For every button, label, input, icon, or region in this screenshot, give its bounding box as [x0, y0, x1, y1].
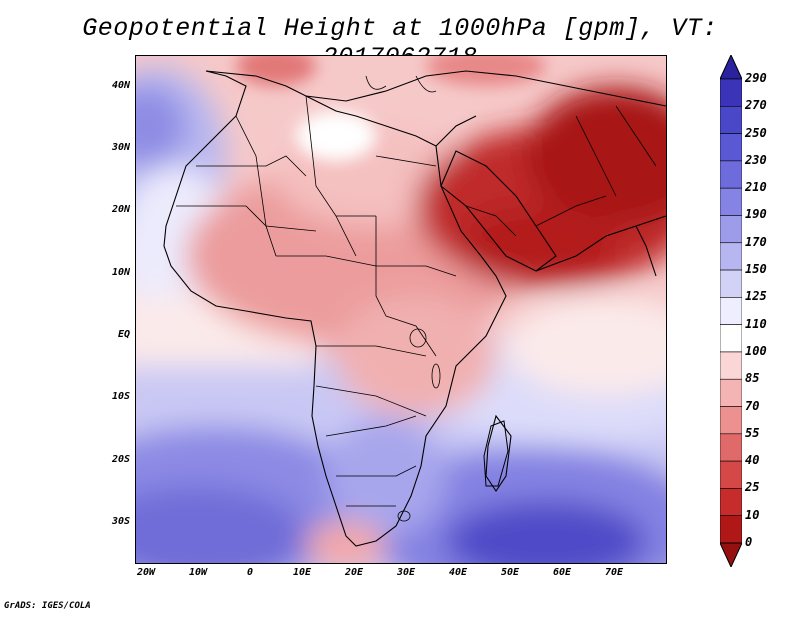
madagascar: [483, 420, 509, 487]
colorbar-swatch: [720, 269, 742, 298]
lon-label: 20E: [344, 567, 364, 578]
lat-label: 10N: [111, 267, 130, 278]
colorbar-label: 70: [745, 398, 760, 413]
lat-label: 10S: [111, 391, 130, 402]
height-field: [136, 66, 666, 563]
colorbar-label: 270: [745, 98, 767, 113]
lon-label: 30E: [396, 567, 416, 578]
lon-label: 70E: [604, 567, 624, 578]
colorbar-min-arrow: [720, 542, 742, 567]
colorbar-swatch: [720, 351, 742, 380]
lat-label: 30N: [111, 142, 130, 153]
colorbar-swatch: [720, 378, 742, 407]
colorbar-label: 210: [745, 180, 767, 195]
colorbar-swatch: [720, 187, 742, 216]
lon-label: 20W: [136, 567, 156, 578]
colorbar-label: 250: [745, 125, 767, 140]
country-borders: [176, 95, 657, 507]
colorbar-label: 290: [745, 71, 767, 85]
lat-label: 20N: [111, 204, 130, 215]
colorbar-swatch: [720, 515, 742, 544]
lat-label: EQ: [117, 329, 130, 340]
lon-label: 50E: [500, 567, 520, 578]
colorbar-max-arrow: [720, 55, 742, 80]
lon-label: 60E: [552, 567, 572, 578]
colorbar-swatch: [720, 324, 742, 353]
colorbar-label: 25: [745, 480, 760, 495]
credit-text: GrADS: IGES/COLA: [4, 601, 91, 611]
colorbar-swatch: [720, 460, 742, 489]
colorbar-label: 0: [745, 535, 753, 549]
colorbar-label: 55: [745, 425, 760, 440]
colorbar-label: 110: [745, 316, 767, 331]
colorbar-swatch: [720, 215, 742, 244]
colorbar-label: 100: [745, 343, 767, 358]
colorbar-swatch: [720, 133, 742, 162]
colorbar-label: 85: [745, 371, 760, 386]
colorbar-label: 230: [745, 152, 767, 167]
map-svg: [136, 56, 666, 563]
colorbar-swatch: [720, 242, 742, 271]
colorbar-label: 170: [745, 234, 767, 249]
colorbar-swatch: [720, 160, 742, 189]
colorbar-swatch: [720, 105, 742, 134]
colorbar-label: 190: [745, 207, 767, 222]
colorbar-swatch: [720, 78, 742, 107]
map-panel[interactable]: [135, 55, 667, 564]
lon-label: 10E: [292, 567, 312, 578]
lon-label: 40E: [448, 567, 468, 578]
lat-label: 30S: [111, 516, 130, 527]
colorbar-swatch: [720, 433, 742, 462]
lat-label: 20S: [111, 454, 130, 465]
colorbar-swatch: [720, 406, 742, 435]
colorbar-swatch: [720, 297, 742, 325]
lon-label: 10W: [188, 567, 208, 578]
lat-label: 40N: [111, 80, 130, 91]
colorbar-swatch: [720, 488, 742, 517]
coastlines: [163, 70, 666, 547]
colorbar-label: 10: [745, 507, 760, 522]
colorbar-label: 40: [745, 453, 760, 468]
lon-label: 0: [246, 567, 254, 578]
colorbar-label: 150: [745, 262, 767, 277]
colorbar-label: 125: [745, 289, 767, 304]
colorbar: [720, 55, 742, 567]
